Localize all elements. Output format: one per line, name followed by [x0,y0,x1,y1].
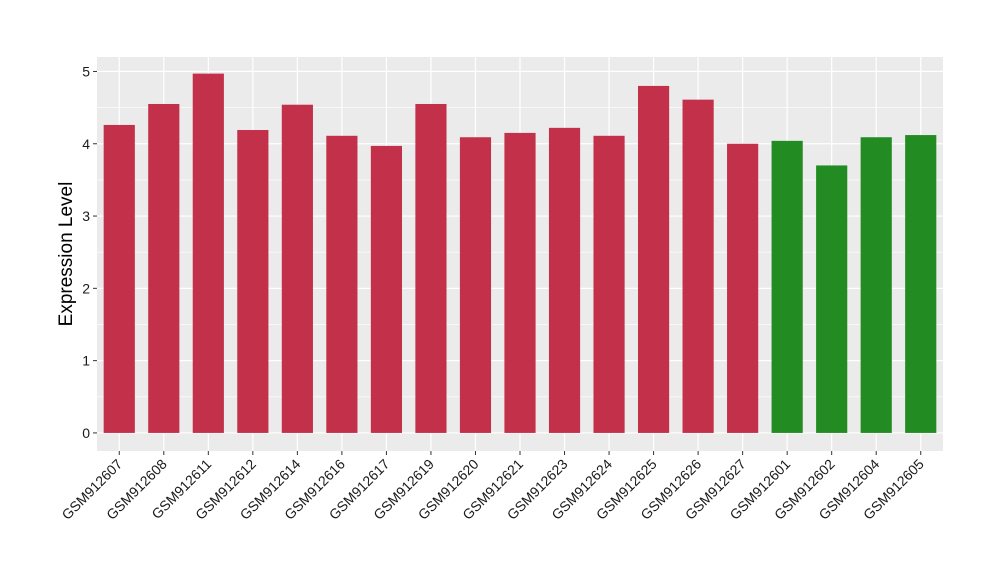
bar-GSM912614 [281,104,313,433]
bar-GSM912608 [148,103,180,433]
y-axis: 0 1 2 3 4 5 [82,63,97,441]
bar-GSM912627 [727,143,759,433]
bar-GSM912623 [548,127,581,433]
bar-GSM912602 [816,165,848,433]
bar-GSM912621 [504,132,536,433]
bar-GSM912607 [103,124,135,433]
bar-GSM912605 [905,135,937,433]
bar-GSM912601 [771,140,803,433]
y-tick-label: 4 [82,136,90,152]
bar-GSM912620 [459,137,492,433]
y-tick-label: 1 [82,353,90,369]
bar-GSM912604 [860,137,892,433]
y-axis-title: Expression Level [56,182,77,327]
bar-GSM912612 [237,130,269,433]
bars [103,73,937,433]
bar-GSM912619 [415,103,447,433]
bar-GSM912624 [593,135,625,433]
x-axis: GSM912607GSM912608GSM912611GSM912612GSM9… [58,451,927,523]
y-tick-label: 3 [82,208,90,224]
bar-GSM912611 [192,73,224,433]
bar-GSM912625 [637,85,670,433]
y-tick-label: 2 [82,280,90,296]
bar-GSM912616 [326,135,358,433]
bar-GSM912617 [370,145,403,433]
bar-GSM912626 [682,99,714,433]
y-tick-label: 0 [82,425,90,441]
y-tick-label: 5 [82,63,90,79]
